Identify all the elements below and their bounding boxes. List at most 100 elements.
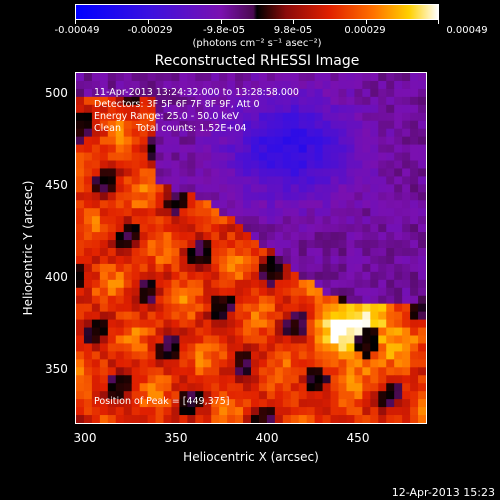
heatmap-cell xyxy=(76,120,85,130)
heatmap-cell xyxy=(115,128,125,138)
heatmap-cell xyxy=(274,240,284,249)
heatmap-cell xyxy=(251,319,260,329)
heatmap-cell xyxy=(402,327,411,337)
heatmap-cell xyxy=(338,136,348,146)
heatmap-cell xyxy=(354,295,363,305)
heatmap-cell xyxy=(418,375,426,384)
heatmap-cell xyxy=(211,407,220,416)
heatmap-cell xyxy=(195,73,204,82)
heatmap-cell xyxy=(298,232,308,241)
heatmap-cell xyxy=(147,80,157,90)
heatmap-cell xyxy=(418,319,426,329)
heatmap-cell xyxy=(99,391,109,400)
heatmap-cell xyxy=(83,415,93,423)
heatmap-cell xyxy=(171,160,180,170)
heatmap-cell xyxy=(402,399,411,408)
heatmap-cell xyxy=(131,208,141,217)
heatmap-cell xyxy=(266,120,276,130)
heatmap-cell xyxy=(338,120,348,130)
heatmap-cell xyxy=(235,128,244,138)
heatmap-cell xyxy=(251,311,260,321)
heatmap-cell xyxy=(394,73,403,82)
heatmap-cell xyxy=(195,343,204,352)
heatmap-cell xyxy=(290,391,300,400)
heatmap-cell xyxy=(402,96,411,106)
heatmap-cell xyxy=(91,73,101,82)
heatmap-cell xyxy=(219,295,228,305)
heatmap-cell xyxy=(282,184,292,193)
heatmap-cell xyxy=(139,383,149,392)
heatmap-cell xyxy=(227,271,236,281)
heatmap-cell xyxy=(346,399,355,408)
heatmap-cell xyxy=(139,271,149,281)
heatmap-cell xyxy=(266,335,276,345)
heatmap-cell xyxy=(306,415,316,423)
heatmap-cell xyxy=(346,319,355,329)
heatmap-cell xyxy=(410,343,419,352)
heatmap-cell xyxy=(346,73,355,82)
heatmap-cell xyxy=(227,263,236,273)
heatmap-cell xyxy=(330,224,340,233)
heatmap-cell xyxy=(203,263,212,273)
heatmap-cell xyxy=(402,303,411,313)
heatmap-cell xyxy=(378,375,387,384)
heatmap-cell xyxy=(76,216,85,225)
heatmap-cell xyxy=(322,176,332,185)
heatmap-cell xyxy=(282,255,292,265)
heatmap-cell xyxy=(306,192,316,201)
heatmap-cell xyxy=(123,112,133,122)
heatmap-cell xyxy=(290,128,300,138)
heatmap-cell xyxy=(179,160,188,170)
heatmap-cell xyxy=(131,73,141,82)
heatmap-cell xyxy=(76,327,85,337)
heatmap-cell xyxy=(338,160,348,170)
heatmap-cell xyxy=(362,192,371,201)
heatmap-cell xyxy=(274,232,284,241)
heatmap-cell xyxy=(282,144,292,154)
heatmap-cell xyxy=(418,399,426,408)
heatmap-cell xyxy=(76,224,85,233)
heatmap-cell xyxy=(378,104,387,114)
heatmap-cell xyxy=(330,359,340,368)
heatmap-cell xyxy=(402,73,411,82)
heatmap-cell xyxy=(322,104,332,114)
heatmap-cell xyxy=(258,255,268,265)
heatmap-cell xyxy=(99,152,109,162)
heatmap-cell xyxy=(91,311,101,321)
heatmap-cell xyxy=(290,96,300,106)
heatmap-cell xyxy=(346,327,355,337)
heatmap-cell xyxy=(290,176,300,185)
heatmap-cell xyxy=(91,104,101,114)
heatmap-cell xyxy=(362,351,371,360)
heatmap-cell xyxy=(219,399,228,408)
heatmap-cell xyxy=(227,279,236,289)
x-tick-label: 350 xyxy=(164,431,188,445)
heatmap-cell xyxy=(274,399,284,408)
heatmap-cell xyxy=(394,160,403,170)
heatmap-cell xyxy=(266,200,276,209)
heatmap-cell xyxy=(99,104,109,114)
heatmap-cell xyxy=(378,248,387,257)
heatmap-cell xyxy=(219,375,228,384)
heatmap-cell xyxy=(298,80,308,90)
heatmap-cell xyxy=(378,232,387,241)
heatmap-cell xyxy=(243,383,252,392)
plot-timestamp: 12-Apr-2013 15:23 xyxy=(391,486,495,499)
heatmap-cell xyxy=(258,128,268,138)
heatmap-cell xyxy=(131,216,141,225)
heatmap-cell xyxy=(298,168,308,177)
heatmap-cell xyxy=(306,375,316,384)
heatmap-cell xyxy=(131,168,141,177)
heatmap-cell xyxy=(203,80,212,90)
heatmap-cell xyxy=(282,391,292,400)
heatmap-cell xyxy=(314,343,324,352)
heatmap-cell xyxy=(83,216,93,225)
heatmap-cell xyxy=(99,184,109,193)
heatmap-cell xyxy=(394,263,403,273)
heatmap-cell xyxy=(378,73,387,82)
heatmap-cell xyxy=(115,407,125,416)
heatmap-cell xyxy=(266,224,276,233)
heatmap-cell xyxy=(402,240,411,249)
heatmap-cell xyxy=(418,287,426,297)
heatmap-cell xyxy=(290,399,300,408)
